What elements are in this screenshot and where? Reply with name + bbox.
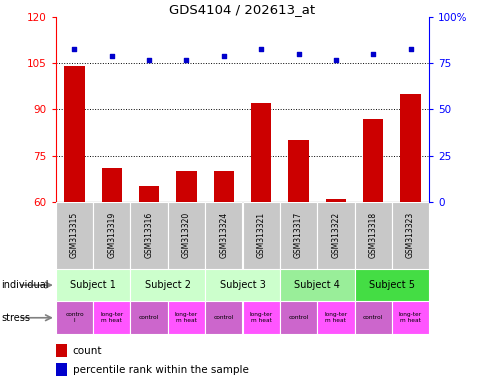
Point	[406, 46, 413, 52]
Bar	[130, 269, 205, 301]
Bar	[205, 301, 242, 334]
Bar	[56, 344, 67, 357]
Bar	[56, 269, 130, 301]
Bar	[167, 202, 205, 269]
Point	[107, 53, 115, 59]
Bar	[354, 301, 391, 334]
Bar	[176, 171, 197, 202]
Point	[71, 46, 78, 52]
Bar	[93, 202, 130, 269]
Text: Subject 2: Subject 2	[145, 280, 190, 290]
Text: long-ter
m heat: long-ter m heat	[324, 312, 347, 323]
Text: Subject 4: Subject 4	[294, 280, 339, 290]
Bar	[130, 301, 167, 334]
Bar	[250, 103, 271, 202]
Bar	[213, 171, 234, 202]
Bar	[279, 269, 354, 301]
Bar	[325, 199, 346, 202]
Point	[331, 56, 339, 63]
Bar	[317, 202, 354, 269]
Text: percentile rank within the sample: percentile rank within the sample	[73, 365, 248, 375]
Point	[294, 51, 302, 57]
Text: count: count	[73, 346, 102, 356]
Bar	[64, 66, 85, 202]
Text: stress: stress	[1, 313, 30, 323]
Bar	[93, 301, 130, 334]
Text: control: control	[139, 315, 159, 320]
Text: individual: individual	[1, 280, 48, 290]
Text: long-ter
m heat: long-ter m heat	[175, 312, 197, 323]
Text: long-ter
m heat: long-ter m heat	[398, 312, 421, 323]
Bar	[317, 301, 354, 334]
Bar	[56, 301, 93, 334]
Bar	[205, 269, 279, 301]
Bar	[205, 202, 242, 269]
Text: control: control	[363, 315, 382, 320]
Text: long-ter
m heat: long-ter m heat	[249, 312, 272, 323]
Title: GDS4104 / 202613_at: GDS4104 / 202613_at	[169, 3, 315, 16]
Point	[257, 46, 265, 52]
Text: Subject 3: Subject 3	[219, 280, 265, 290]
Text: GSM313317: GSM313317	[293, 212, 302, 258]
Bar	[242, 301, 279, 334]
Bar	[138, 186, 159, 202]
Bar	[101, 168, 122, 202]
Bar	[354, 202, 391, 269]
Text: GSM313320: GSM313320	[182, 212, 191, 258]
Point	[369, 51, 377, 57]
Bar	[279, 202, 317, 269]
Text: GSM313324: GSM313324	[219, 212, 228, 258]
Bar	[130, 202, 167, 269]
Text: GSM313316: GSM313316	[144, 212, 153, 258]
Text: GSM313319: GSM313319	[107, 212, 116, 258]
Bar	[56, 202, 93, 269]
Text: Subject 5: Subject 5	[368, 280, 414, 290]
Text: Subject 1: Subject 1	[70, 280, 116, 290]
Point	[219, 53, 227, 59]
Text: GSM313321: GSM313321	[256, 212, 265, 258]
Bar	[242, 202, 279, 269]
Point	[145, 56, 153, 63]
Bar	[354, 269, 428, 301]
Text: contro
l: contro l	[65, 312, 84, 323]
Text: GSM313318: GSM313318	[368, 212, 377, 258]
Bar	[279, 301, 317, 334]
Bar	[56, 363, 67, 376]
Bar	[391, 202, 428, 269]
Text: GSM313322: GSM313322	[331, 212, 340, 258]
Point	[182, 56, 190, 63]
Text: control: control	[288, 315, 308, 320]
Text: long-ter
m heat: long-ter m heat	[100, 312, 123, 323]
Bar	[287, 140, 308, 202]
Bar	[399, 94, 420, 202]
Bar	[167, 301, 205, 334]
Bar	[391, 301, 428, 334]
Text: control: control	[213, 315, 233, 320]
Text: GSM313323: GSM313323	[405, 212, 414, 258]
Text: GSM313315: GSM313315	[70, 212, 79, 258]
Bar	[362, 119, 383, 202]
